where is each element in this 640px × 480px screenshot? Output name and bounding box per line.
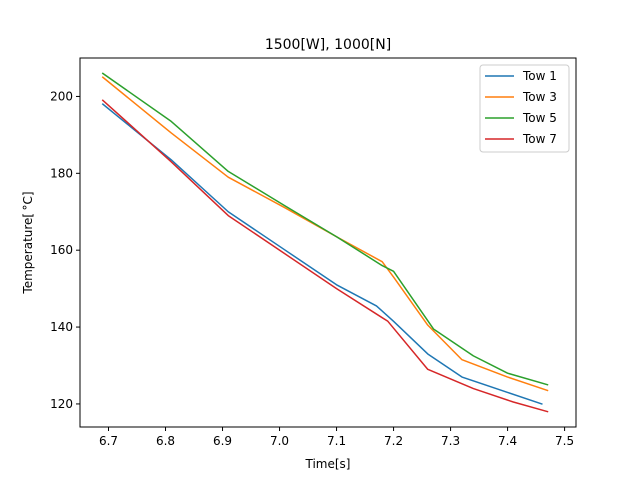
x-tick-label: 6.9 [213,434,232,448]
x-tick-label: 7.2 [384,434,403,448]
series-line-tow-5 [101,72,549,386]
y-tick-label: 160 [50,243,73,257]
legend-label: Tow 3 [522,90,557,104]
plot-marks [101,72,549,413]
series-line-tow-3 [101,76,549,392]
y-axis-label: Temperature[ °C] [21,191,35,294]
x-tick-label: 7.0 [270,434,289,448]
axes-frame [79,57,577,428]
x-ticks: 6.7 6.8 6.9 7.0 7.1 7.2 7.3 7.4 7.5 [99,427,574,448]
y-tick-label: 180 [50,166,73,180]
y-tick-label: 200 [50,89,73,103]
chart-title: 1500[W], 1000[N] [265,37,391,53]
y-tick-label: 140 [50,320,73,334]
y-tick-label: 120 [50,397,73,411]
x-tick-label: 6.7 [99,434,118,448]
legend-label: Tow 1 [522,69,557,83]
x-tick-label: 7.3 [441,434,460,448]
x-axis-label: Time[s] [305,457,351,471]
series-line-tow-1 [101,103,543,405]
legend-label: Tow 7 [522,132,557,146]
series-line-tow-7 [101,99,549,413]
x-tick-label: 7.4 [498,434,517,448]
y-ticks: 120 140 160 180 200 [50,89,80,411]
legend-box [479,64,570,153]
legend-label: Tow 5 [522,111,557,125]
x-tick-label: 7.1 [327,434,346,448]
x-tick-label: 6.8 [156,434,175,448]
legend: Tow 1 Tow 3 Tow 5 Tow 7 [479,64,570,153]
x-tick-label: 7.5 [555,434,574,448]
